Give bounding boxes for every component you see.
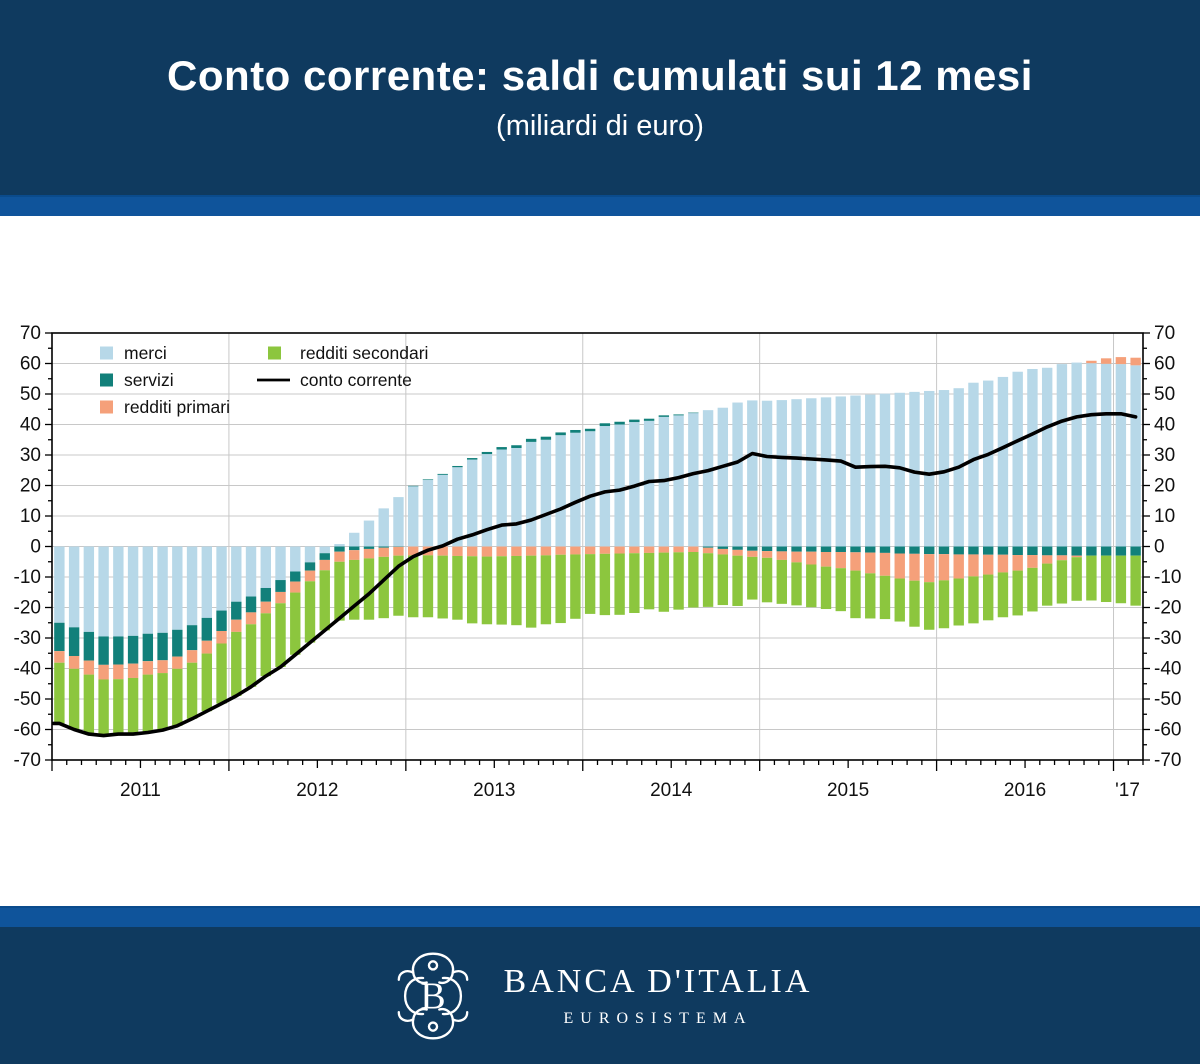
legend: merci servizi redditi primari redditi secon… bbox=[100, 343, 428, 417]
svg-text:-40: -40 bbox=[14, 659, 41, 680]
svg-text:40: 40 bbox=[1154, 415, 1175, 436]
svg-text:40: 40 bbox=[20, 415, 41, 436]
svg-text:merci: merci bbox=[124, 343, 167, 363]
svg-text:redditi secondari: redditi secondari bbox=[300, 343, 428, 363]
line-conto-corrente bbox=[51, 412, 1138, 738]
svg-text:30: 30 bbox=[20, 445, 41, 466]
svg-text:20: 20 bbox=[20, 476, 41, 497]
svg-text:-70: -70 bbox=[1154, 750, 1181, 771]
svg-text:B: B bbox=[420, 975, 445, 1017]
svg-text:10: 10 bbox=[20, 506, 41, 527]
svg-text:30: 30 bbox=[1154, 445, 1175, 466]
svg-text:-40: -40 bbox=[1154, 659, 1181, 680]
y-axis: -70 -70 -60 -60 -50 -50 -40 -40 -30 -30 -20 -20 -10 -… bbox=[14, 323, 1182, 771]
svg-text:-60: -60 bbox=[14, 720, 41, 741]
svg-text:-30: -30 bbox=[1154, 628, 1181, 649]
bank-name: BANCA D'ITALIA bbox=[503, 963, 813, 1000]
banca-ditalia-logo: B BANCA D'ITALIA EUROSISTEMA bbox=[388, 947, 813, 1045]
svg-text:-50: -50 bbox=[14, 689, 41, 710]
svg-text:10: 10 bbox=[1154, 506, 1175, 527]
footer-band: B BANCA D'ITALIA EUROSISTEMA bbox=[0, 927, 1200, 1064]
bank-wordmark: BANCA D'ITALIA EUROSISTEMA bbox=[504, 963, 813, 1028]
svg-text:0: 0 bbox=[30, 537, 41, 558]
svg-text:70: 70 bbox=[20, 323, 41, 344]
banca-ditalia-emblem-icon: B bbox=[397, 952, 468, 1039]
svg-text:-70: -70 bbox=[14, 750, 41, 771]
chart-section: -70 -70 -60 -60 -50 -50 -40 -40 -30 -30 -20 -20 -10 -… bbox=[0, 216, 1200, 906]
top-divider-stripe bbox=[0, 195, 1200, 216]
bottom-divider-stripe bbox=[0, 906, 1200, 927]
page-title: Conto corrente: saldi cumulati sui 12 me… bbox=[167, 52, 1033, 99]
svg-text:-60: -60 bbox=[1154, 720, 1181, 741]
svg-text:60: 60 bbox=[20, 354, 41, 375]
svg-text:-10: -10 bbox=[1154, 567, 1181, 588]
svg-text:-20: -20 bbox=[14, 598, 41, 619]
svg-text:redditi primari: redditi primari bbox=[124, 397, 230, 417]
svg-text:'17: '17 bbox=[1115, 780, 1140, 801]
svg-text:20: 20 bbox=[1154, 476, 1175, 497]
x-axis: 2011 2012 2013 2014 2015 2016 '17 bbox=[51, 760, 1144, 801]
svg-text:2016: 2016 bbox=[1004, 780, 1046, 801]
svg-text:50: 50 bbox=[1154, 384, 1175, 405]
header-band: Conto corrente: saldi cumulati sui 12 me… bbox=[0, 0, 1200, 195]
svg-text:-50: -50 bbox=[1154, 689, 1181, 710]
bars-merci bbox=[54, 362, 1141, 637]
svg-text:2012: 2012 bbox=[296, 780, 338, 801]
bars-redditi-secondari bbox=[54, 551, 1141, 736]
svg-text:-10: -10 bbox=[14, 567, 41, 588]
svg-text:conto corrente: conto corrente bbox=[300, 370, 412, 390]
bank-subtitle: EUROSISTEMA bbox=[563, 1010, 753, 1027]
svg-text:2011: 2011 bbox=[120, 780, 161, 801]
svg-text:50: 50 bbox=[20, 384, 41, 405]
svg-text:2015: 2015 bbox=[827, 780, 869, 801]
svg-text:60: 60 bbox=[1154, 354, 1175, 375]
current-account-chart: -70 -70 -60 -60 -50 -50 -40 -40 -30 -30 -20 -20 -10 -… bbox=[14, 323, 1182, 801]
svg-text:-30: -30 bbox=[14, 628, 41, 649]
svg-text:0: 0 bbox=[1154, 537, 1165, 558]
svg-text:2013: 2013 bbox=[473, 780, 515, 801]
svg-text:-20: -20 bbox=[1154, 598, 1181, 619]
svg-text:2014: 2014 bbox=[650, 780, 693, 801]
svg-text:70: 70 bbox=[1154, 323, 1175, 344]
bars-servizi bbox=[54, 412, 1141, 665]
page-subtitle: (miliardi di euro) bbox=[496, 110, 704, 142]
svg-text:servizi: servizi bbox=[124, 370, 174, 390]
